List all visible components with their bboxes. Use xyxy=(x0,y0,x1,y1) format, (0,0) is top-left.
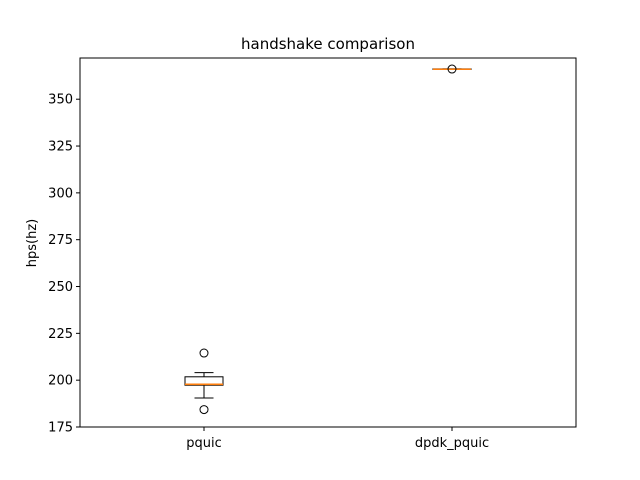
iqr-box xyxy=(184,376,224,386)
y-axis-label: hps(hz) xyxy=(25,219,40,267)
chart-title: handshake comparison xyxy=(241,35,415,53)
x-tick-label: dpdk_pquic xyxy=(415,436,489,451)
box-pquic xyxy=(184,348,224,415)
y-tick-label: 175 xyxy=(48,421,73,436)
flier-point xyxy=(199,405,209,415)
plot-area-frame xyxy=(79,57,577,428)
y-tick-label: 225 xyxy=(48,327,73,342)
y-tick-label: 325 xyxy=(48,140,73,155)
x-axis-ticks: pquic dpdk_pquic xyxy=(186,427,489,451)
y-tick-label: 275 xyxy=(48,233,73,248)
x-tick-label: pquic xyxy=(186,436,222,451)
y-axis-ticks: 175 200 225 250 275 300 325 350 xyxy=(48,93,80,436)
y-tick-label: 300 xyxy=(48,186,73,201)
box-dpdk_pquic xyxy=(432,64,472,74)
y-tick-label: 200 xyxy=(48,374,73,389)
flier-point xyxy=(199,348,209,358)
flier-point xyxy=(447,64,457,74)
y-tick-label: 250 xyxy=(48,280,73,295)
box-series xyxy=(184,64,472,415)
y-tick-label: 350 xyxy=(48,93,73,108)
